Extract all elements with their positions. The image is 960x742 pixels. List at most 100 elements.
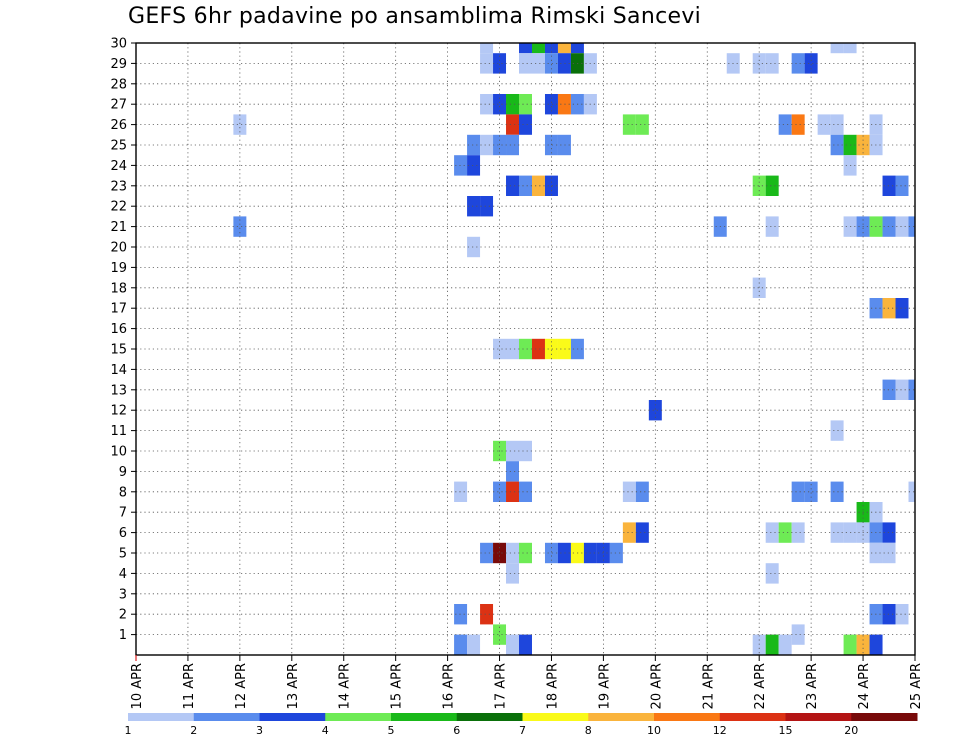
heatmap-cell (882, 604, 896, 625)
heatmap-cell (544, 338, 558, 360)
heatmap-cell (506, 481, 519, 502)
heatmap-cell (778, 114, 792, 135)
heatmap-cell (882, 542, 896, 564)
y-tick-label: 22 (110, 200, 127, 215)
y-tick-label: 11 (110, 424, 127, 439)
legend-label: 20 (844, 724, 858, 737)
heatmap-cell (843, 43, 857, 54)
heatmap-cell (480, 604, 494, 625)
heatmap-cell (882, 522, 896, 543)
heatmap-cell (519, 542, 532, 564)
heatmap-cell (467, 134, 481, 156)
y-tick-label: 7 (119, 506, 127, 521)
heatmap-cell (467, 155, 481, 176)
heatmap-cell (895, 604, 909, 625)
heatmap-cell (830, 134, 844, 156)
heatmap-cell (493, 53, 507, 74)
heatmap-cell (765, 175, 779, 196)
heatmap-cell (506, 634, 519, 655)
y-tick-label: 14 (110, 363, 127, 378)
legend-label: 15 (779, 724, 793, 737)
heatmap-cell (570, 43, 584, 54)
heatmap-cell (765, 563, 779, 584)
heatmap-cell (804, 481, 818, 502)
heatmap-cell (622, 522, 636, 543)
heatmap-cell (506, 94, 519, 115)
legend-swatch (588, 713, 655, 721)
heatmap-cell (480, 53, 494, 74)
heatmap-cell (506, 175, 519, 196)
x-tick-label: 16 APR (442, 663, 457, 709)
x-tick-label: 17 APR (494, 663, 509, 709)
heatmap-cell (519, 43, 532, 54)
legend-label: 2 (190, 724, 197, 737)
x-tick-label: 24 APR (857, 663, 872, 709)
heatmap-cell (804, 53, 818, 74)
heatmap-cell (843, 634, 857, 655)
heatmap-cell (765, 634, 779, 655)
heatmap-cell (519, 114, 532, 135)
y-tick-label: 10 (110, 445, 127, 460)
heatmap-cell (531, 338, 545, 360)
heatmap-cell (480, 94, 494, 115)
heatmap-cell (233, 216, 247, 237)
heatmap-cell (908, 216, 915, 237)
heatmap-cell (519, 175, 532, 196)
heatmap-cell (506, 134, 519, 156)
heatmap-cell (778, 634, 792, 655)
heatmap-cell (480, 134, 494, 156)
y-tick-label: 24 (110, 159, 127, 174)
legend-swatch (654, 713, 721, 721)
heatmap-cell (895, 298, 909, 319)
y-axis: 1234567891011121314151617181920212223242… (110, 37, 136, 643)
chart-title: GEFS 6hr padavine po ansamblima Rimski S… (128, 4, 702, 29)
heatmap-cell (622, 114, 636, 135)
x-tick-label: 15 APR (390, 663, 405, 709)
y-tick-label: 2 (119, 608, 127, 623)
legend-swatch (456, 713, 523, 721)
heatmap-cell (882, 216, 896, 237)
heatmap-cell (791, 522, 805, 543)
heatmap-cell (791, 624, 805, 645)
heatmap-cell (791, 53, 805, 74)
x-tick-label: 20 APR (649, 663, 664, 709)
x-tick-label: 10 APR (130, 663, 145, 709)
legend-label: 3 (256, 724, 263, 737)
heatmap-cell (519, 94, 532, 115)
legend-label: 7 (519, 724, 526, 737)
heatmap-cell (506, 461, 519, 482)
heatmap-cell (765, 53, 779, 74)
heatmap-cell (557, 43, 571, 54)
heatmap-cell (506, 563, 519, 584)
legend-swatch (325, 713, 392, 721)
heatmap-cell (869, 634, 883, 655)
heatmap-cell (908, 481, 915, 502)
heatmap-cell (506, 338, 519, 360)
heatmap-cell (635, 481, 649, 502)
heatmap-cell (480, 542, 494, 564)
heatmap-cell (882, 298, 896, 319)
x-tick-label: 13 APR (286, 663, 301, 709)
heatmap-cell (519, 338, 532, 360)
y-tick-label: 17 (110, 302, 127, 317)
x-tick-label: 23 APR (805, 663, 820, 709)
y-tick-label: 18 (110, 281, 127, 296)
heatmap-cell (467, 236, 481, 258)
heatmap-cell (609, 542, 623, 564)
heatmap-cell (544, 542, 558, 564)
heatmap-cell (519, 634, 532, 655)
legend-swatch (259, 713, 326, 721)
y-tick-label: 30 (110, 37, 127, 52)
heatmap-cell (480, 196, 494, 217)
x-tick-label: 21 APR (701, 663, 716, 709)
legend: 1 2 3 4 5 6 7 8 10 12 15 20 (125, 713, 918, 737)
y-tick-label: 9 (119, 465, 127, 480)
heatmap-cell (519, 53, 532, 74)
y-tick-label: 27 (110, 98, 127, 113)
y-tick-label: 13 (110, 383, 127, 398)
y-tick-label: 20 (110, 241, 127, 256)
x-tick-label: 14 APR (338, 663, 353, 709)
heatmap-cell (830, 522, 844, 543)
legend-label: 5 (388, 724, 395, 737)
